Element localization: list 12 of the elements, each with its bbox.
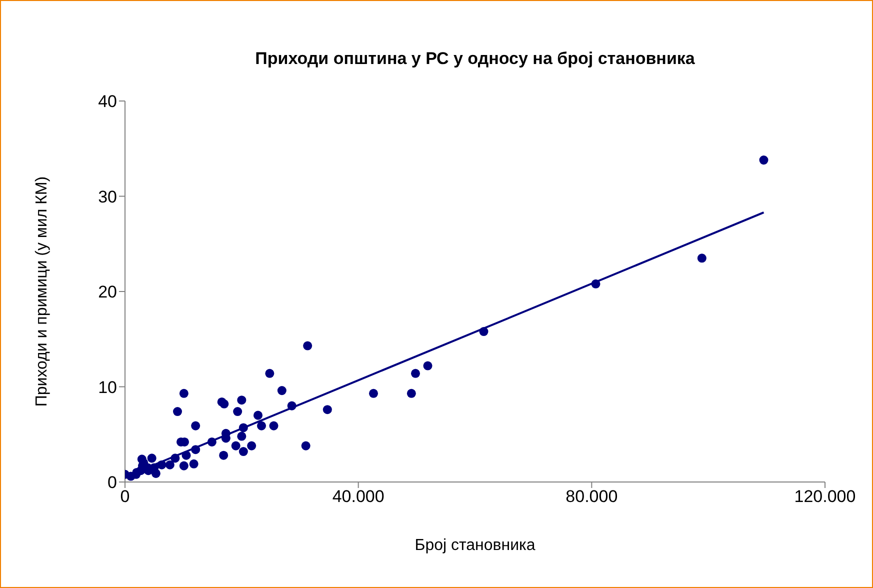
y-tick-label: 20	[98, 282, 117, 302]
x-tick-label: 0	[120, 487, 130, 506]
chart-title: Приходи општина у РС у односу на број становника	[254, 49, 696, 69]
y-axis-title: Приходи и примици (у мил КМ)	[34, 176, 51, 407]
x-tick-label: 80.000	[566, 487, 618, 506]
y-tick-label: 30	[98, 187, 117, 206]
x-tick-label: 120.000	[794, 487, 856, 506]
y-tick-label: 0	[108, 473, 117, 492]
y-tick-label: 40	[98, 92, 117, 112]
y-tick-label: 10	[98, 378, 117, 397]
x-axis-title: Број становника	[414, 537, 536, 554]
x-tick-label: 40.000	[332, 487, 384, 506]
